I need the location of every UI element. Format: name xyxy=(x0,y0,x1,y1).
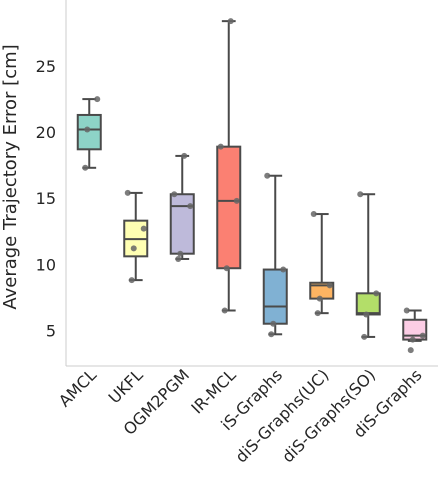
data-point xyxy=(84,126,91,133)
box-series xyxy=(76,18,428,354)
box-group-7 xyxy=(355,191,381,340)
data-point xyxy=(171,191,178,198)
data-point xyxy=(233,197,240,204)
data-point xyxy=(409,336,416,343)
data-point xyxy=(175,255,182,262)
box-rect xyxy=(76,113,102,151)
box-group-2 xyxy=(123,189,149,284)
data-point xyxy=(403,307,410,314)
data-point xyxy=(310,211,317,218)
data-point xyxy=(124,189,131,196)
data-point xyxy=(264,172,271,179)
y-tick-label: 25 xyxy=(36,57,56,76)
box-group-4 xyxy=(216,18,242,314)
data-point xyxy=(181,152,188,159)
box-rect xyxy=(262,268,288,325)
y-axis-ticks: 5 10 15 20 25 xyxy=(36,57,56,340)
data-point xyxy=(221,307,228,314)
data-point xyxy=(187,203,194,210)
data-point xyxy=(268,331,275,338)
box-group-8 xyxy=(402,307,428,354)
data-point xyxy=(177,250,184,257)
data-point xyxy=(407,347,414,354)
x-tick-label: AMCL xyxy=(55,365,100,410)
x-axis-ticks: AMCL UKFLOGM2PGMIR-MCLiS-GraphsdiS-Graphs… xyxy=(55,365,426,466)
data-point xyxy=(94,96,101,103)
box-group-3 xyxy=(169,152,195,262)
data-point xyxy=(223,265,230,272)
y-tick-label: 5 xyxy=(46,321,56,340)
box-rect xyxy=(216,145,242,270)
y-tick-label: 20 xyxy=(36,123,56,142)
data-point xyxy=(217,143,224,150)
data-point xyxy=(270,320,277,327)
data-point xyxy=(280,266,287,273)
box-group-5 xyxy=(262,172,288,338)
data-point xyxy=(419,332,426,339)
y-axis-label: Average Trajectory Error [cm] xyxy=(0,44,21,309)
data-point xyxy=(130,245,137,252)
box-group-6 xyxy=(309,211,335,317)
data-point xyxy=(361,333,368,340)
y-tick-label: 10 xyxy=(36,255,56,274)
data-point xyxy=(82,164,89,171)
data-point xyxy=(314,310,321,317)
data-point xyxy=(128,277,135,284)
data-point xyxy=(373,290,380,297)
data-point xyxy=(326,282,333,289)
y-tick-label: 15 xyxy=(36,189,56,208)
x-tick-label: UKFL xyxy=(105,365,147,407)
data-point xyxy=(227,18,234,25)
data-point xyxy=(140,225,147,232)
box-group-1 xyxy=(76,96,102,171)
data-point xyxy=(357,191,364,198)
data-point xyxy=(316,295,323,302)
data-point xyxy=(363,311,370,318)
box-rect xyxy=(355,292,381,316)
